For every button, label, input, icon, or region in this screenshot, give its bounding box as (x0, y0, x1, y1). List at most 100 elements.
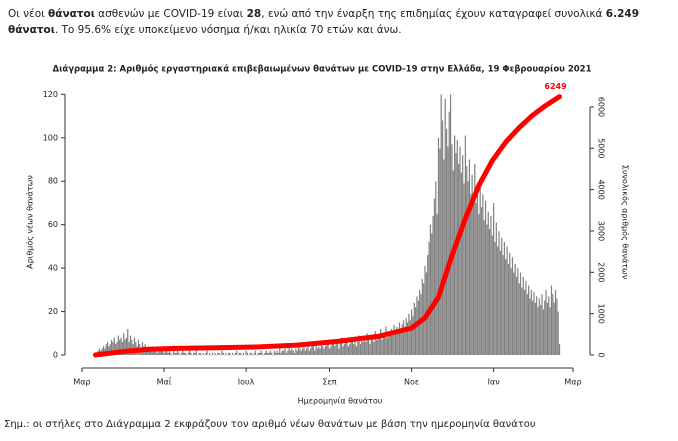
bar (359, 344, 362, 355)
bar (240, 352, 242, 355)
intro-run: θάνατοι (48, 8, 95, 20)
bar (102, 346, 105, 355)
bar (193, 352, 195, 355)
bar (336, 344, 339, 355)
bar (546, 302, 549, 355)
bar (338, 348, 340, 355)
bar (367, 339, 370, 355)
bar (117, 335, 119, 355)
bar (487, 211, 489, 355)
intro-text: Οι νέοι θάνατοι ασθενών με COVID-19 είνα… (8, 6, 668, 38)
bar (310, 348, 312, 355)
bar (484, 200, 487, 355)
bar (194, 352, 196, 355)
bar (322, 346, 324, 355)
bar (536, 296, 538, 355)
bar (283, 350, 285, 355)
bar (502, 255, 504, 355)
bar (341, 337, 343, 355)
bar (468, 159, 471, 355)
bar (109, 344, 111, 355)
bar (497, 246, 499, 355)
bar (357, 341, 359, 355)
bar (265, 350, 267, 355)
bar (402, 320, 405, 355)
intro-run: . Το 95.6% είχε υποκείμενο νόσημα ή/και … (54, 24, 402, 36)
bar (362, 341, 364, 355)
bar (384, 335, 386, 355)
bar (264, 352, 266, 355)
bar (443, 159, 445, 355)
bar (302, 348, 304, 355)
bar (526, 294, 528, 355)
bar (476, 185, 479, 355)
bar (254, 350, 257, 355)
bar (198, 352, 200, 355)
bar (121, 341, 123, 355)
bar (314, 350, 316, 355)
bar (466, 166, 468, 355)
bar (120, 337, 122, 355)
bar (190, 352, 192, 355)
bar (285, 352, 288, 355)
bar (349, 344, 351, 355)
bar (350, 341, 352, 355)
bar (187, 352, 189, 355)
bar (501, 237, 503, 355)
bar (156, 352, 158, 355)
bar (459, 146, 461, 355)
bar (124, 339, 126, 355)
bar (167, 352, 169, 355)
y2-tick-label: 2000 (597, 262, 606, 282)
bar (396, 326, 398, 355)
bar (460, 172, 462, 355)
bar (486, 224, 488, 355)
bar (478, 213, 480, 355)
bar (398, 322, 401, 355)
bar (552, 294, 554, 355)
bar (128, 341, 130, 355)
bar (323, 348, 325, 355)
bar (116, 341, 118, 355)
bar (154, 350, 156, 355)
bar (523, 289, 526, 355)
bar (392, 335, 394, 355)
bar (436, 213, 438, 355)
bar (284, 348, 286, 355)
bar (129, 335, 132, 355)
bar (361, 339, 363, 355)
bar (152, 348, 154, 355)
bar (363, 337, 366, 355)
bar (306, 348, 308, 355)
bar (406, 322, 409, 355)
bar (172, 350, 175, 355)
bar (358, 335, 360, 355)
bar (206, 350, 208, 355)
bar (289, 350, 292, 355)
bar (464, 135, 466, 355)
y2-tick-label: 4000 (597, 179, 606, 199)
bar (405, 318, 407, 355)
bar (381, 339, 383, 355)
bar (493, 202, 495, 355)
bar (417, 300, 419, 355)
bar (449, 94, 452, 355)
y-tick-label: 100 (43, 133, 58, 142)
bar (245, 350, 247, 355)
footnote: Σημ.: οι στήλες στο Διάγραμμα 2 εκφράζου… (4, 419, 536, 430)
bar (168, 350, 171, 355)
bar (353, 344, 355, 355)
bar (515, 276, 518, 355)
bar (542, 309, 545, 355)
bar (376, 339, 378, 355)
bar (275, 352, 277, 355)
bar (232, 352, 234, 355)
bar (432, 215, 434, 355)
bar (428, 242, 430, 355)
bar (506, 246, 508, 355)
bar (106, 341, 109, 355)
bar (326, 341, 328, 355)
bar (261, 352, 263, 355)
bar (538, 298, 540, 355)
